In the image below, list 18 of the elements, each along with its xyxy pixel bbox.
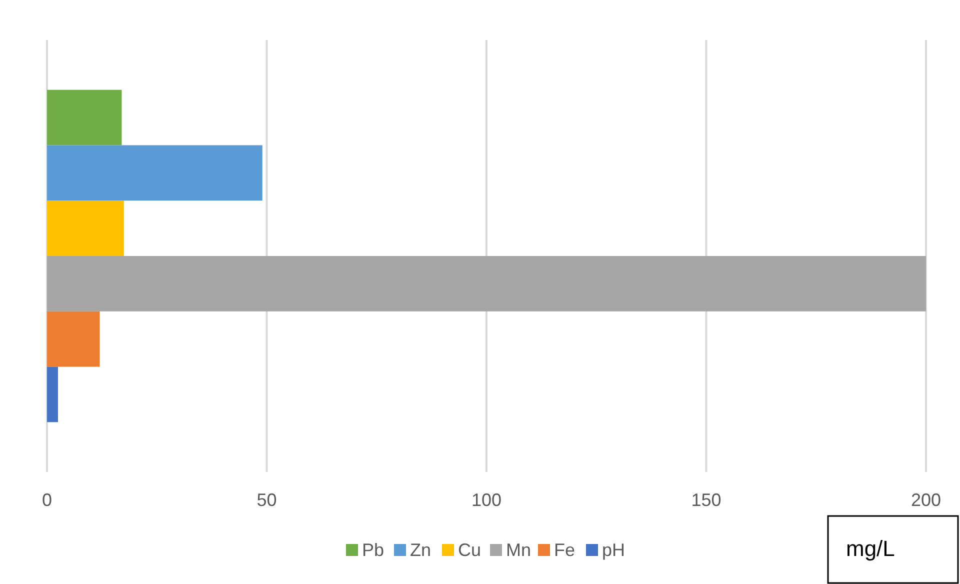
x-tick-label: 50 (256, 490, 277, 510)
bar (47, 90, 122, 146)
legend-label: Mn (506, 540, 532, 560)
x-tick-label: 100 (471, 490, 502, 510)
legend-label: pH (602, 540, 626, 560)
bar (47, 145, 262, 201)
bar (47, 311, 100, 367)
legend-label: Fe (554, 540, 576, 560)
text: mg/L (846, 536, 895, 561)
bar (47, 366, 58, 422)
bar (47, 256, 926, 312)
legend-label: Cu (458, 540, 482, 560)
x-tick-label: 200 (910, 490, 942, 510)
x-tick-label: 0 (42, 490, 52, 510)
legend-label: Pb (362, 540, 384, 560)
x-tick-label: 150 (691, 490, 722, 510)
bar (47, 200, 124, 256)
legend-label: Zn (410, 540, 432, 560)
